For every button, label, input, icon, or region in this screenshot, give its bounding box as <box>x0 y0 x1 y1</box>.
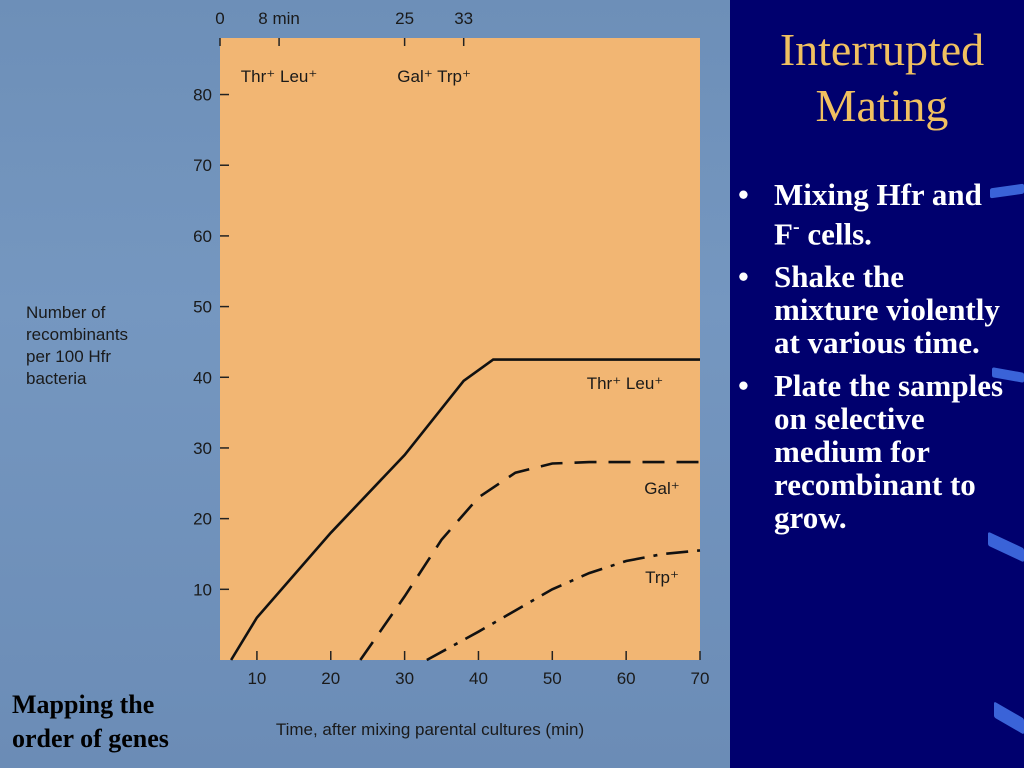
slide-title-line2: Mating <box>815 80 949 131</box>
y-tick-label: 30 <box>193 439 212 458</box>
bullet-list: • Mixing Hfr and F- cells. • Shake the m… <box>738 178 1008 544</box>
bullet-item: • Plate the samples on selective medium … <box>738 369 1008 534</box>
bullet-superscript: - <box>792 216 800 238</box>
slide-caption: Mapping the order of genes <box>12 688 232 756</box>
bullet-text: Mixing Hfr and F <box>774 177 982 252</box>
bullet-tail: cells. <box>799 216 872 252</box>
y-tick-label: 40 <box>193 368 212 387</box>
bullet-dot: • <box>738 177 749 212</box>
y-axis-title-line: bacteria <box>26 369 87 388</box>
x-tick-label: 60 <box>617 669 636 688</box>
series-label: Trp⁺ <box>645 568 679 587</box>
bullet-text: Plate the samples on selective medium fo… <box>774 368 1004 536</box>
bullet-dot: • <box>738 368 749 404</box>
slide-title: Interrupted Mating <box>740 22 1024 134</box>
y-axis-title-line: Number of <box>26 303 106 322</box>
top-tick-label: 33 <box>454 9 473 28</box>
caption-line1: Mapping the <box>12 690 155 719</box>
bullet-item: • Shake the mixture violently at various… <box>738 260 1008 359</box>
x-tick-label: 40 <box>469 669 488 688</box>
x-tick-label: 50 <box>543 669 562 688</box>
series-label: Thr⁺ Leu⁺ <box>587 374 664 393</box>
y-tick-label: 20 <box>193 510 212 529</box>
x-axis-title: Time, after mixing parental cultures (mi… <box>276 720 584 739</box>
x-tick-label: 30 <box>395 669 414 688</box>
plot-area <box>220 38 700 660</box>
y-tick-label: 50 <box>193 298 212 317</box>
top-tick-label: 25 <box>395 9 414 28</box>
series-line <box>426 549 701 662</box>
top-tick-label: 0 <box>215 9 224 28</box>
series-line <box>229 358 700 661</box>
gene-entry-label: Gal⁺ Trp⁺ <box>397 67 471 86</box>
y-axis-title-line: recombinants <box>26 325 128 344</box>
y-tick-label: 70 <box>193 156 212 175</box>
gene-entry-label: Thr⁺ Leu⁺ <box>241 67 318 86</box>
interrupted-mating-chart: 10 20 30 40 50 60 70 80 10 20 30 40 50 60 70 0 8 min 25 33… <box>26 9 710 739</box>
y-tick-label: 80 <box>193 86 212 105</box>
x-tick-label: 70 <box>691 669 710 688</box>
slide-title-line1: Interrupted <box>779 24 985 75</box>
bullet-text: Shake the mixture violently at various t… <box>774 259 1000 361</box>
series-label: Gal⁺ <box>644 479 679 498</box>
bullet-item: • Mixing Hfr and F- cells. <box>738 178 1008 250</box>
slide-text-panel <box>730 0 1024 768</box>
top-tick-label: 8 min <box>258 9 300 28</box>
y-tick-label: 60 <box>193 227 212 246</box>
x-tick-label: 10 <box>247 669 266 688</box>
series-line <box>359 460 700 661</box>
caption-line2: order of genes <box>12 724 169 753</box>
bullet-dot: • <box>738 259 749 295</box>
y-axis-title-line: per 100 Hfr <box>26 347 111 366</box>
x-tick-label: 20 <box>321 669 340 688</box>
y-tick-label: 10 <box>193 580 212 599</box>
